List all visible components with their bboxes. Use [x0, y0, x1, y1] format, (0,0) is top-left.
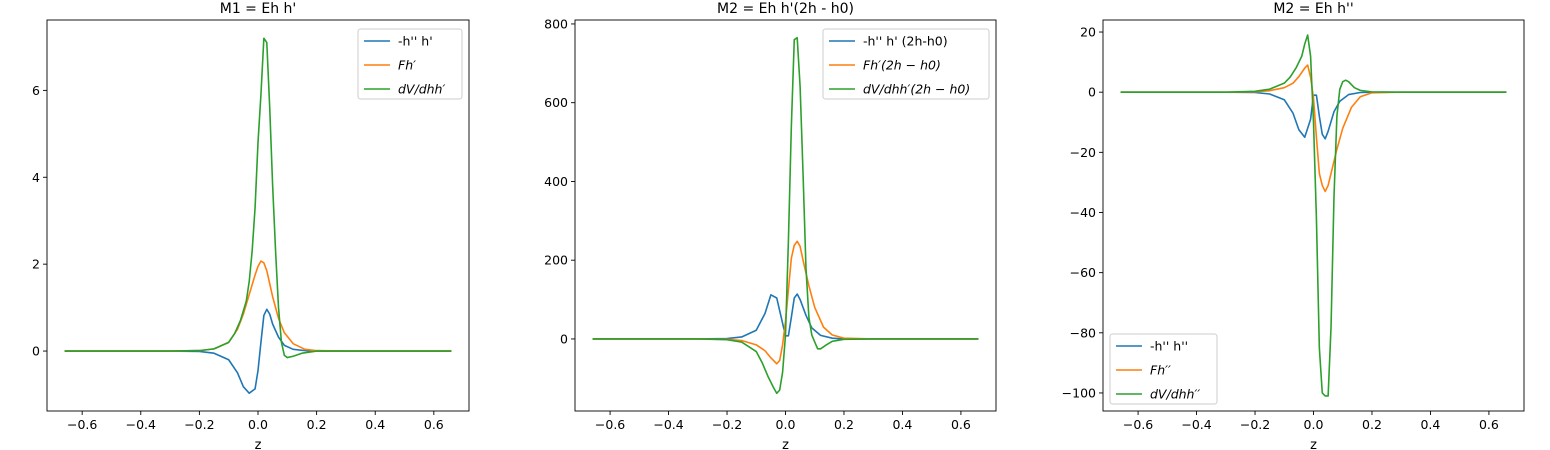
series-line-3: [592, 36, 979, 395]
legend-box: [357, 28, 463, 100]
y-tick-label: 800: [544, 16, 568, 31]
x-tick-label: 0.6: [951, 417, 971, 432]
x-tick-label: −0.2: [184, 417, 214, 432]
subplot-2: −0.6 −0.4 −0.2 0.0 0.2 0.4 0.6 0 200 400 600 800 M2 …: [544, 1, 997, 450]
x-tick-label: 0.6: [1479, 417, 1499, 432]
x-tick-label: 0.6: [424, 417, 444, 432]
legend-label-1: -h'' h': [398, 34, 433, 49]
series-line-3: [64, 37, 452, 359]
legend-label-1: -h'' h' (2h-h0): [863, 34, 948, 49]
y-tick-label: −80: [1070, 325, 1096, 340]
legend: -h'' h'' Fh′′ dV/dhh′′: [1109, 333, 1218, 405]
subplot-3: −0.6 −0.4 −0.2 0.0 0.2 0.4 0.6 20 0 −20 −40 −60 −80 −…: [1062, 1, 1525, 450]
chart-title: M1 = Eh h': [220, 1, 297, 17]
x-tick-label: 0.2: [307, 417, 327, 432]
x-tick-label: −0.2: [712, 417, 742, 432]
y-tick-label: 400: [544, 174, 568, 189]
series-line-2: [592, 240, 979, 365]
x-tick-label: −0.4: [1181, 417, 1211, 432]
x-axis-label: z: [1310, 438, 1317, 450]
legend-label-3: dV/dhh′: [398, 82, 445, 97]
y-tick-label: 2: [32, 257, 40, 272]
y-tick-label: 0: [560, 331, 568, 346]
x-tick-label: −0.6: [67, 417, 97, 432]
x-tick-label: −0.6: [595, 417, 625, 432]
y-tick-label: −20: [1070, 145, 1096, 160]
x-tick-label: 0.2: [834, 417, 854, 432]
legend-box: [1109, 333, 1218, 405]
chart-title: M2 = Eh h'(2h - h0): [717, 1, 854, 17]
x-tick-label: 0.0: [248, 417, 268, 432]
subplot-1: −0.6 −0.4 −0.2 0.0 0.2 0.4 0.6 0 2 4 6 M1 = Eh h' z -…: [32, 1, 470, 450]
y-tick-label: −100: [1062, 385, 1096, 400]
x-tick-label: 0.0: [776, 417, 796, 432]
x-axis-label: z: [782, 438, 789, 450]
series-line-2: [1120, 64, 1507, 193]
x-tick-label: −0.2: [1240, 417, 1270, 432]
x-tick-label: −0.4: [126, 417, 156, 432]
legend-label-1: -h'' h'': [1150, 339, 1188, 354]
y-tick-label: 4: [32, 170, 40, 185]
y-tick-label: 200: [544, 253, 568, 268]
x-tick-label: −0.6: [1123, 417, 1153, 432]
series-line-1: [1120, 91, 1507, 140]
legend-label-2: Fh′′: [1150, 363, 1171, 378]
series-line-3: [1120, 34, 1507, 397]
y-tick-label: 6: [32, 83, 40, 98]
y-tick-label: 600: [544, 95, 568, 110]
legend-label-3: dV/dhh′′: [1150, 387, 1200, 402]
x-tick-label: 0.2: [1362, 417, 1382, 432]
y-tick-label: 0: [1088, 85, 1096, 100]
x-axis-label: z: [255, 438, 262, 450]
x-tick-label: 0.4: [365, 417, 385, 432]
series-line-1: [64, 308, 452, 394]
x-tick-label: −0.4: [653, 417, 683, 432]
series-line-2: [64, 260, 452, 352]
series-line-1: [592, 293, 979, 340]
x-tick-label: 0.0: [1304, 417, 1324, 432]
y-tick-label: 20: [1080, 25, 1096, 40]
legend-label-3: dV/dhh′(2h − h0): [863, 82, 970, 97]
y-tick-label: −40: [1070, 205, 1096, 220]
y-tick-label: −60: [1070, 265, 1096, 280]
x-tick-label: 0.4: [892, 417, 912, 432]
legend-box: [822, 28, 990, 100]
y-tick-label: 0: [32, 344, 40, 359]
legend-label-2: Fh′: [398, 58, 416, 73]
legend: -h'' h' Fh′ dV/dhh′: [357, 28, 463, 100]
chart-title: M2 = Eh h'': [1273, 1, 1353, 17]
legend: -h'' h' (2h-h0) Fh′(2h − h0) dV/dhh′(2h − …: [822, 28, 990, 100]
legend-label-2: Fh′(2h − h0): [863, 58, 941, 73]
x-tick-label: 0.4: [1420, 417, 1440, 432]
